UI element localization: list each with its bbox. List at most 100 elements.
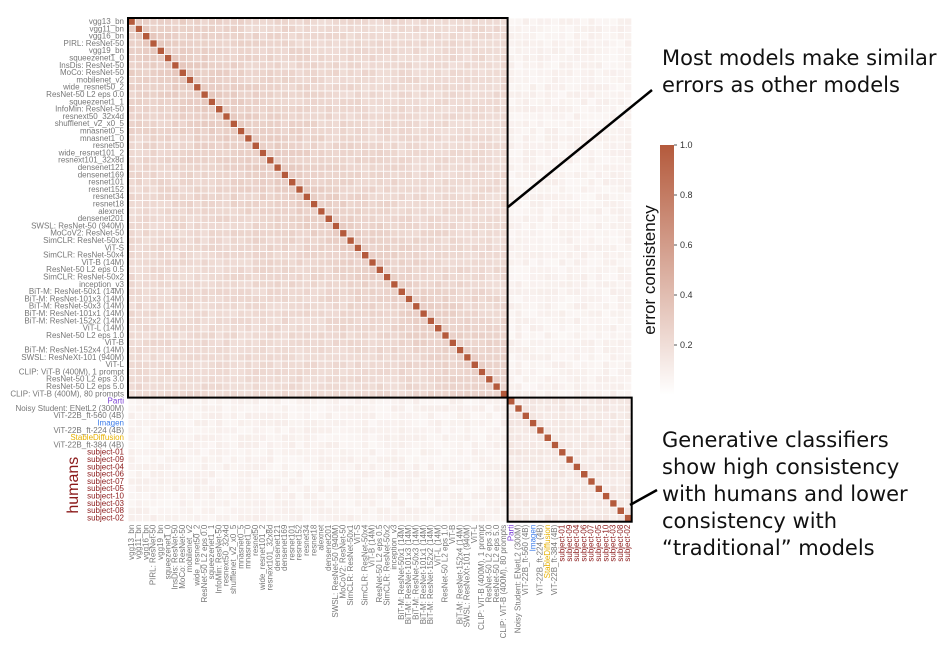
heatmap-cell bbox=[310, 68, 319, 77]
heatmap-cell bbox=[207, 499, 217, 508]
heatmap-cell bbox=[295, 46, 304, 55]
heatmap-cell bbox=[609, 440, 618, 450]
heatmap-cell bbox=[288, 200, 297, 209]
heatmap-cell bbox=[127, 426, 136, 435]
heatmap-cell bbox=[383, 273, 392, 282]
heatmap-cell bbox=[499, 280, 508, 289]
heatmap-cell bbox=[485, 440, 494, 450]
heatmap-cell bbox=[324, 492, 333, 501]
heatmap-cell bbox=[485, 324, 494, 333]
heatmap-cell bbox=[543, 375, 552, 384]
heatmap-cell bbox=[200, 76, 209, 85]
heatmap-cell bbox=[324, 273, 333, 282]
heatmap-cell bbox=[448, 243, 457, 253]
heatmap-cell bbox=[222, 141, 231, 150]
heatmap-cell bbox=[222, 24, 231, 33]
heatmap-cell bbox=[280, 76, 289, 85]
heatmap-cell bbox=[521, 331, 530, 340]
heatmap-cell bbox=[594, 477, 603, 486]
heatmap-cell bbox=[237, 367, 246, 377]
heatmap-cell bbox=[507, 375, 516, 384]
heatmap-cell bbox=[244, 514, 253, 523]
heatmap-cell bbox=[565, 433, 574, 442]
heatmap-cell bbox=[507, 127, 516, 136]
heatmap-cell bbox=[222, 470, 231, 479]
heatmap-cell bbox=[266, 243, 275, 253]
heatmap-cell bbox=[295, 61, 304, 70]
heatmap-cell bbox=[127, 477, 136, 486]
heatmap-cell bbox=[609, 382, 618, 391]
heatmap-cell bbox=[565, 346, 574, 355]
row-label: ViT-B (14M) bbox=[81, 258, 124, 267]
heatmap-cell bbox=[185, 76, 195, 85]
heatmap-cell bbox=[178, 32, 187, 41]
heatmap-cell bbox=[419, 32, 428, 41]
heatmap-cell bbox=[580, 251, 589, 260]
heatmap-cell bbox=[222, 127, 231, 136]
heatmap-cell bbox=[193, 192, 202, 201]
heatmap-cell bbox=[397, 287, 406, 296]
heatmap-cell bbox=[142, 214, 151, 223]
heatmap-cell bbox=[492, 309, 501, 318]
heatmap-cell bbox=[551, 492, 560, 501]
heatmap-cell bbox=[251, 302, 260, 311]
heatmap-cell bbox=[441, 462, 450, 471]
heatmap-cell bbox=[266, 134, 275, 143]
heatmap-cell bbox=[485, 316, 494, 325]
heatmap-cell bbox=[171, 200, 180, 209]
heatmap-cell bbox=[164, 148, 173, 158]
heatmap-cell bbox=[572, 39, 581, 48]
heatmap-cell bbox=[280, 426, 289, 435]
heatmap-cell bbox=[280, 492, 289, 501]
heatmap-cell bbox=[142, 68, 151, 77]
heatmap-cell bbox=[324, 331, 333, 340]
heatmap-cell bbox=[331, 484, 341, 493]
heatmap-cell bbox=[200, 265, 209, 274]
heatmap-cell bbox=[397, 302, 406, 311]
heatmap-cell bbox=[441, 61, 450, 70]
heatmap-cell bbox=[288, 83, 297, 92]
heatmap-cell bbox=[310, 294, 319, 304]
heatmap-cell bbox=[266, 397, 275, 406]
heatmap-cell bbox=[412, 156, 421, 165]
heatmap-cell bbox=[587, 229, 596, 238]
heatmap-cell bbox=[156, 477, 165, 486]
heatmap-cell bbox=[492, 156, 501, 165]
heatmap-cell bbox=[434, 54, 443, 63]
heatmap-cell bbox=[558, 404, 567, 413]
heatmap-cell bbox=[134, 375, 144, 384]
heatmap-cell bbox=[404, 397, 414, 406]
heatmap-cell bbox=[134, 353, 144, 362]
heatmap-cell bbox=[251, 54, 260, 63]
heatmap-cell bbox=[536, 229, 545, 238]
heatmap-cell bbox=[536, 24, 545, 33]
heatmap-cell bbox=[302, 61, 311, 70]
heatmap-cell bbox=[624, 236, 633, 245]
heatmap-cell bbox=[536, 302, 545, 311]
heatmap-cell bbox=[441, 97, 450, 107]
heatmap-cell bbox=[485, 251, 494, 260]
heatmap-cell bbox=[134, 243, 144, 253]
heatmap-cell bbox=[266, 119, 275, 128]
heatmap-cell bbox=[616, 294, 625, 304]
heatmap-cell bbox=[149, 251, 158, 260]
column-label: densenet169 bbox=[280, 524, 289, 571]
heatmap-cell bbox=[134, 397, 144, 406]
heatmap-cell bbox=[215, 112, 224, 121]
heatmap-cell bbox=[426, 273, 435, 282]
heatmap-cell bbox=[178, 280, 187, 289]
heatmap-cell bbox=[536, 477, 545, 486]
heatmap-cell bbox=[149, 514, 158, 523]
heatmap-cell bbox=[361, 105, 370, 114]
heatmap-cell bbox=[572, 360, 581, 369]
heatmap-cell bbox=[280, 236, 289, 245]
heatmap-cell bbox=[426, 382, 435, 391]
heatmap-cell bbox=[171, 309, 180, 318]
heatmap-cell bbox=[602, 265, 611, 274]
heatmap-cell bbox=[171, 353, 180, 362]
heatmap-cell bbox=[580, 484, 589, 493]
heatmap-cell bbox=[383, 309, 392, 318]
heatmap-cell bbox=[426, 61, 435, 70]
heatmap-cell bbox=[558, 170, 567, 180]
heatmap-cell bbox=[616, 419, 625, 428]
